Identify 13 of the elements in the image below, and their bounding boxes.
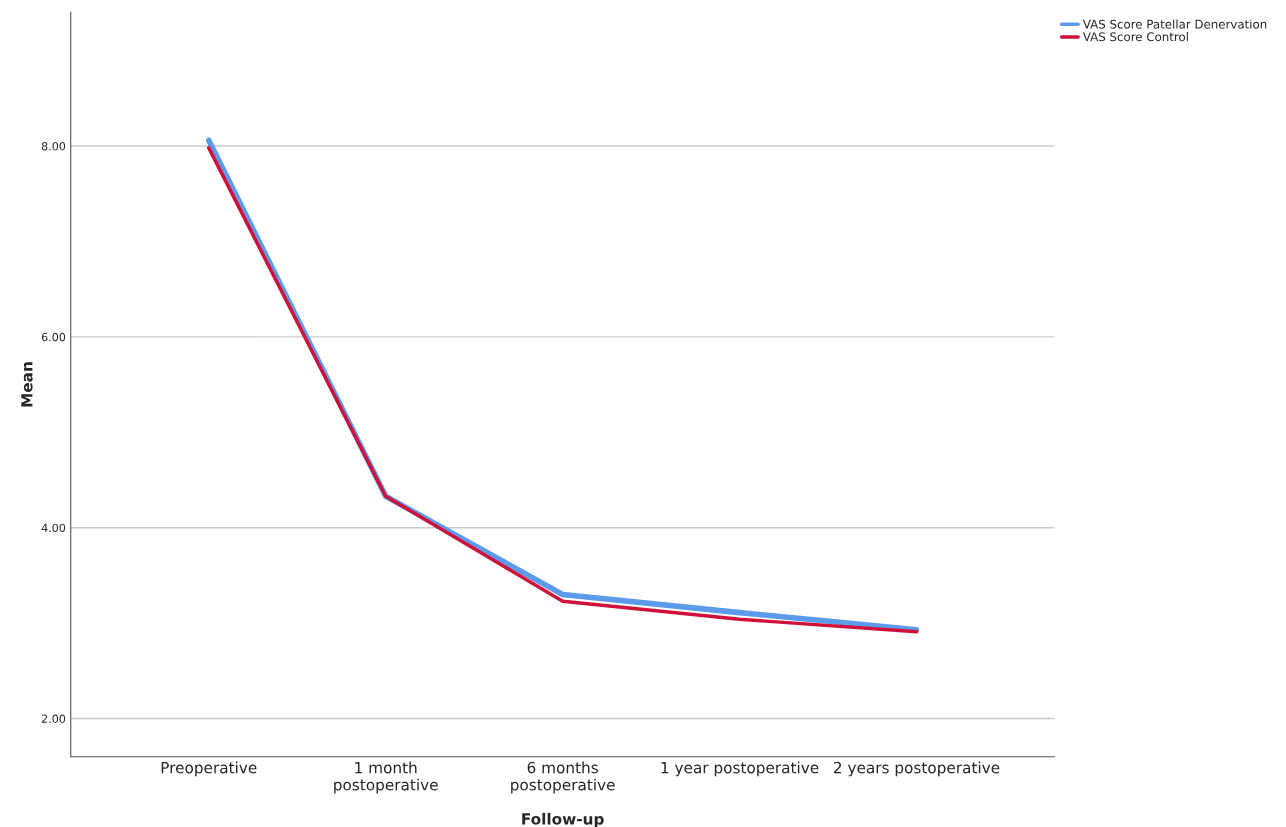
y-tick-label: 8.00 — [41, 141, 66, 151]
legend-label: VAS Score Control — [1082, 32, 1188, 42]
x-axis-title: Follow-up — [522, 812, 604, 827]
y-tick-label: 6.00 — [41, 332, 66, 342]
x-tick-label: 1 month postoperative — [334, 761, 438, 794]
legend-label: VAS Score Patellar Denervation — [1082, 19, 1267, 29]
y-axis-title: Mean — [21, 362, 33, 407]
y-tick-label: 4.00 — [41, 523, 66, 533]
x-tick-label: 1 year postoperative — [661, 761, 819, 777]
x-tick-label: Preoperative — [161, 761, 257, 777]
x-tick-label: 2 years postoperative — [834, 761, 1000, 777]
y-tick-label: 2.00 — [41, 714, 66, 723]
x-tick-label: 6 months postoperative — [511, 761, 615, 794]
